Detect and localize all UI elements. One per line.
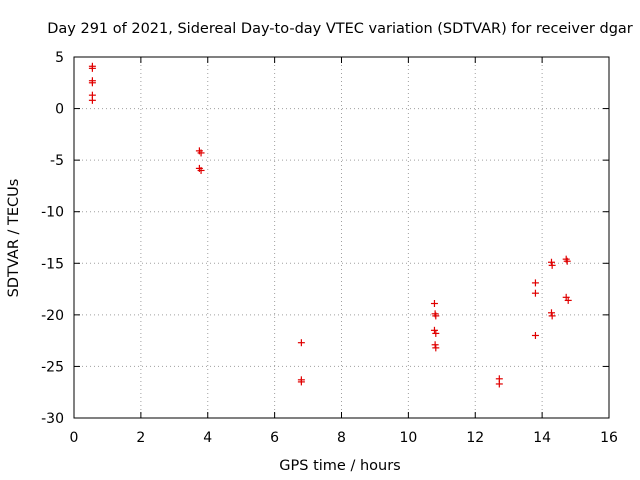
x-tick-label: 12 (466, 430, 484, 446)
data-point (197, 149, 205, 157)
data-point (495, 380, 503, 388)
x-tick-label: 8 (337, 430, 346, 446)
y-tick-label: -30 (41, 411, 64, 427)
data-point (297, 339, 305, 347)
data-point (88, 96, 96, 104)
data-point (531, 289, 539, 297)
y-tick-label: -15 (41, 256, 64, 272)
y-tick-label: -10 (41, 205, 64, 221)
x-axis-label: GPS time / hours (279, 458, 400, 474)
data-point (297, 378, 305, 386)
data-point (564, 296, 572, 304)
x-tick-label: 0 (70, 430, 79, 446)
x-tick-label: 10 (399, 430, 417, 446)
data-point (432, 312, 440, 320)
data-point (531, 331, 539, 339)
data-point (431, 341, 439, 349)
x-tick-label: 6 (270, 430, 279, 446)
y-axis-label: SDTVAR / TECUs (6, 179, 22, 298)
data-point (547, 258, 555, 266)
data-point (548, 261, 556, 269)
grid (74, 57, 609, 418)
data-point (548, 312, 556, 320)
data-point (88, 64, 96, 72)
y-tick-labels: -30 -25 -20 -15 -10 -5 0 5 (41, 50, 64, 427)
data-point (88, 79, 96, 87)
y-tick-label: -5 (50, 153, 64, 169)
x-tick-label: 4 (203, 430, 212, 446)
data-point (563, 257, 571, 265)
y-tick-label: 5 (55, 50, 64, 66)
data-point (531, 279, 539, 287)
data-points (88, 62, 572, 388)
x-tick-label: 2 (136, 430, 145, 446)
data-point (432, 344, 440, 352)
x-tick-label: 14 (533, 430, 551, 446)
axis-ticks (73, 56, 610, 419)
data-point (432, 329, 440, 337)
data-point (430, 326, 438, 334)
data-point (197, 166, 205, 174)
data-point (547, 309, 555, 317)
data-point (430, 300, 438, 308)
x-tick-label: 16 (600, 430, 618, 446)
y-tick-label: -20 (41, 308, 64, 324)
x-tick-labels: 0 2 4 6 8 10 12 14 16 (70, 430, 618, 446)
y-tick-label: 0 (55, 102, 64, 118)
y-tick-label: -25 (41, 359, 64, 375)
chart-title: Day 291 of 2021, Sidereal Day-to-day VTE… (47, 21, 633, 37)
